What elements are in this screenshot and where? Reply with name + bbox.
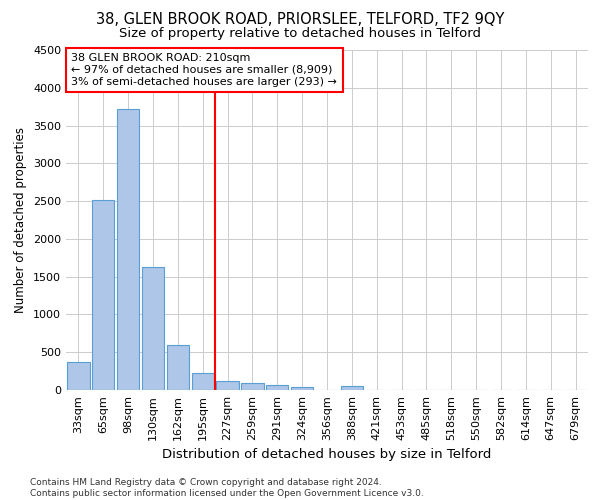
Y-axis label: Number of detached properties: Number of detached properties: [14, 127, 28, 313]
Text: Size of property relative to detached houses in Telford: Size of property relative to detached ho…: [119, 28, 481, 40]
Bar: [241, 383, 263, 390]
Bar: [217, 381, 239, 390]
Bar: [191, 372, 214, 390]
Bar: [117, 109, 139, 390]
X-axis label: Distribution of detached houses by size in Telford: Distribution of detached houses by size …: [163, 448, 491, 462]
Bar: [266, 386, 289, 390]
Bar: [167, 345, 189, 390]
Text: Contains HM Land Registry data © Crown copyright and database right 2024.
Contai: Contains HM Land Registry data © Crown c…: [30, 478, 424, 498]
Bar: [67, 362, 89, 390]
Bar: [142, 267, 164, 390]
Text: 38 GLEN BROOK ROAD: 210sqm
← 97% of detached houses are smaller (8,909)
3% of se: 38 GLEN BROOK ROAD: 210sqm ← 97% of deta…: [71, 54, 337, 86]
Bar: [92, 200, 115, 390]
Bar: [341, 386, 363, 390]
Bar: [291, 387, 313, 390]
Text: 38, GLEN BROOK ROAD, PRIORSLEE, TELFORD, TF2 9QY: 38, GLEN BROOK ROAD, PRIORSLEE, TELFORD,…: [96, 12, 504, 28]
